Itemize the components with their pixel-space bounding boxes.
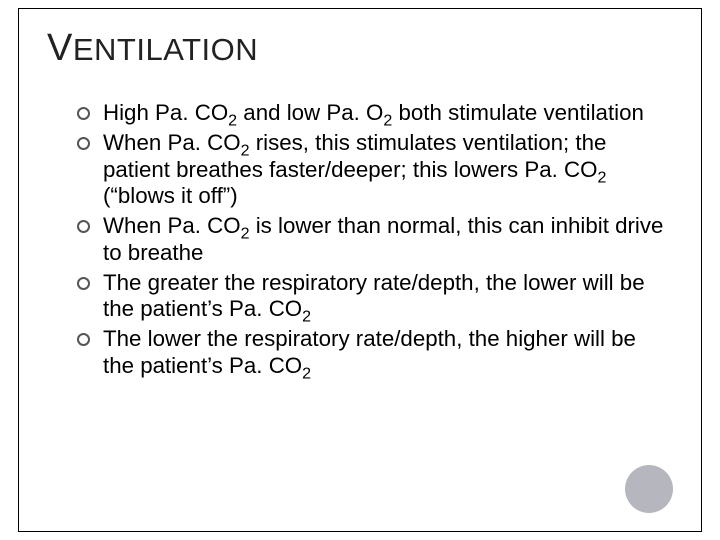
accent-circle-icon bbox=[625, 465, 673, 513]
bullet-list: High Pa. CO2 and low Pa. O2 both stimula… bbox=[47, 100, 673, 380]
title-rest: ENTILATION bbox=[73, 32, 258, 67]
list-item: The lower the respiratory rate/depth, th… bbox=[83, 326, 673, 380]
slide-title: VENTILATION bbox=[47, 27, 673, 70]
title-first-letter: V bbox=[47, 27, 73, 69]
slide-frame: VENTILATION High Pa. CO2 and low Pa. O2 … bbox=[18, 8, 702, 532]
list-item: When Pa. CO2 is lower than normal, this … bbox=[83, 213, 673, 267]
list-item: When Pa. CO2 rises, this stimulates vent… bbox=[83, 130, 673, 210]
list-item: The greater the respiratory rate/depth, … bbox=[83, 270, 673, 324]
list-item: High Pa. CO2 and low Pa. O2 both stimula… bbox=[83, 100, 673, 127]
